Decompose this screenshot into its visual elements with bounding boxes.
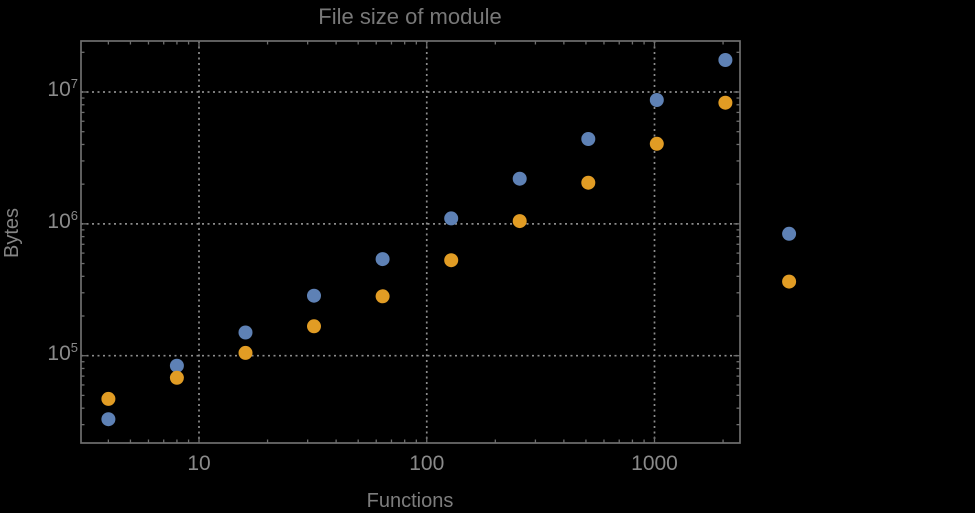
- data-point-blue: [169, 358, 184, 373]
- data-point-blue: [307, 288, 321, 303]
- data-point-blue: [101, 412, 116, 427]
- x-tick-label-1000: 1000: [631, 452, 678, 475]
- data-point-orange: [581, 175, 596, 190]
- data-point-orange: [307, 319, 321, 334]
- data-point-orange: [444, 253, 459, 268]
- plot-frame: [80, 40, 741, 444]
- data-point-orange: [238, 345, 253, 360]
- data-point-blue: [238, 325, 253, 340]
- data-point-blue: [718, 53, 733, 67]
- data-point-blue: [444, 211, 459, 226]
- data-point-orange: [718, 95, 733, 110]
- x-tick-label-10: 10: [187, 452, 211, 475]
- x-axis-label: Functions: [366, 490, 454, 512]
- y-tick-label-10e6: 106: [47, 207, 78, 233]
- data-point-blue: [782, 226, 797, 241]
- data-point-blue: [375, 252, 390, 267]
- y-tick-label-10e7: 107: [47, 76, 78, 101]
- data-point-orange: [101, 391, 116, 406]
- x-tick-label-100: 100: [409, 452, 445, 475]
- data-point-orange: [782, 274, 797, 289]
- data-point-blue: [649, 93, 664, 107]
- data-point-orange: [375, 289, 390, 304]
- data-point-blue: [512, 171, 527, 186]
- data-point-orange: [169, 370, 184, 385]
- data-point-blue: [581, 132, 596, 146]
- data-point-orange: [649, 136, 664, 151]
- y-tick-label-10e5: 105: [47, 339, 78, 365]
- chart-title: File size of module: [318, 4, 502, 29]
- data-point-orange: [512, 214, 527, 229]
